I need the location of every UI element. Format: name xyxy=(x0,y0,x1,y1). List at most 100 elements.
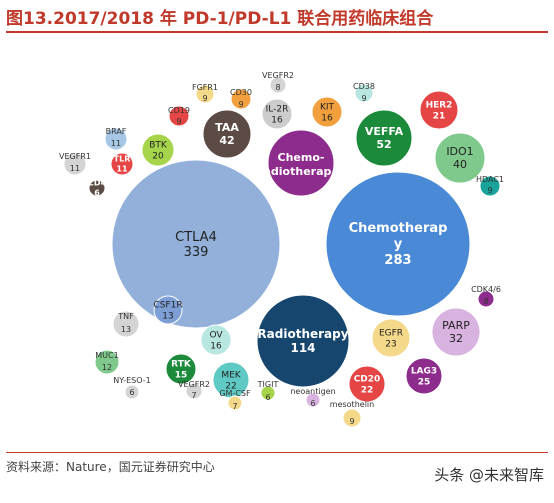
bubble-ov-16 xyxy=(200,324,232,356)
bubble-value-ido1-6: 40 xyxy=(453,158,467,171)
bubble-value-muc1-20: 12 xyxy=(102,363,112,372)
bubble-cd4-34 xyxy=(88,179,106,197)
bubble-label-mek-10: MEK xyxy=(221,371,241,381)
bubble-il-2r-15 xyxy=(261,98,293,130)
header-divider xyxy=(6,31,548,33)
bubble-value-her2-12: 21 xyxy=(433,112,446,122)
bubble-value-mesothelin-29: 9 xyxy=(349,417,354,426)
bubble-label-egfr-9: EGFR xyxy=(379,329,403,339)
bubble-parp-7 xyxy=(431,307,481,357)
bubble-taa-5 xyxy=(202,109,252,159)
bubble-hdac1-28 xyxy=(479,175,501,197)
bubble-value-cd4-34: 6 xyxy=(94,189,100,198)
bubble-chemotherapy-1 xyxy=(325,171,471,317)
bubble-value-veffa-4: 52 xyxy=(376,138,391,151)
bubble-label-cd4-34: CD4 xyxy=(88,179,107,188)
bubble-ido1-6 xyxy=(434,132,486,184)
bubble-label-il-2r-15: IL-2R xyxy=(266,105,289,115)
bubble-label-chemotherapy-1-wrap: y xyxy=(394,237,403,252)
bubble-value-tnf-19: 13 xyxy=(121,325,131,334)
bubble-value-taa-5: 42 xyxy=(219,134,234,147)
bubble-label-cd20-11: CD20 xyxy=(354,375,381,385)
bubble-label-tigit-36: TIGIT xyxy=(257,380,279,389)
bubble-value-tlr-22: 11 xyxy=(116,165,128,174)
bubble-label-taa-5: TAA xyxy=(215,121,239,134)
bubble-cd20-11 xyxy=(348,365,386,403)
bubble-cd38-27 xyxy=(354,83,374,103)
bubble-tlr-22 xyxy=(110,152,134,176)
bubble-label-ov-16: OV xyxy=(209,331,223,341)
bubble-label-gm-csf-33: GM-CSF xyxy=(219,389,251,398)
bubble-value-rtk-17: 15 xyxy=(175,371,188,381)
bubble-value-vegfr2-31: 8 xyxy=(275,83,280,92)
bubble-label-radiotherapy-2: Radiotherapy xyxy=(257,327,348,341)
bubble-label-veffa-4: VEFFA xyxy=(365,125,404,138)
bubble-value-parp-7: 32 xyxy=(449,332,463,345)
bubble-value-ov-16: 16 xyxy=(210,342,222,352)
bubble-label-neoantigen-37: neoantigen xyxy=(290,387,335,396)
bubble-tigit-36 xyxy=(260,385,276,401)
bubble-label-ctla4-0: CTLA4 xyxy=(175,230,217,245)
bubble-label-mesothelin-29: mesothelin xyxy=(330,400,374,409)
bubble-value-cdk4-6-30: 8 xyxy=(483,297,488,306)
bubble-label-chemo-radiotherap-3: Chemo- xyxy=(278,151,325,164)
bubble-ny-eso-1-35 xyxy=(124,384,140,400)
bubble-fgfr1-25 xyxy=(195,84,215,104)
bubble-neoantigen-37 xyxy=(305,392,321,408)
bubble-label-vegfr1-23: VEGFR1 xyxy=(59,152,91,161)
bubble-label-kit-14: KIT xyxy=(320,103,335,113)
footer-divider xyxy=(6,452,548,453)
bubble-label-vegfr2-32: VEGFR2 xyxy=(178,380,210,389)
bubble-veffa-4 xyxy=(355,109,413,167)
bubble-label-tnf-19: TNF xyxy=(117,312,134,321)
bubble-cd19-24 xyxy=(168,105,190,127)
bubble-label-ny-eso-1-35: NY-ESO-1 xyxy=(113,376,150,385)
source-note: 资料来源：Nature，国元证券研究中心 xyxy=(6,460,215,474)
bubble-radiotherapy-2 xyxy=(256,294,350,388)
bubble-egfr-9 xyxy=(371,318,411,358)
bubble-label-tlr-22: TLR xyxy=(114,155,131,164)
bubble-value-cd38-27: 9 xyxy=(361,94,366,103)
bubble-chemo-radiotherap-3 xyxy=(267,129,335,197)
bubble-value-gm-csf-33: 7 xyxy=(232,402,237,411)
bubble-label-cdk4-6-30: CDK4/6 xyxy=(471,285,501,294)
bubble-braf-21 xyxy=(104,127,128,151)
bubble-label-cd38-27: CD38 xyxy=(353,82,375,91)
bubble-btk-13 xyxy=(141,133,175,167)
bubble-label-parp-7: PARP xyxy=(442,319,470,332)
bubble-label-btk-13: BTK xyxy=(149,141,168,151)
bubble-value-neoantigen-37: 6 xyxy=(310,399,315,408)
bubble-value-cd20-11: 22 xyxy=(361,386,374,396)
bubble-label-hdac1-28: HDAC1 xyxy=(476,175,504,184)
bubble-vegfr1-23 xyxy=(63,152,87,176)
bubble-value-lag3-8: 25 xyxy=(418,378,431,388)
bubble-muc1-20 xyxy=(94,349,120,375)
bubble-value-kit-14: 16 xyxy=(321,114,333,124)
bubble-her2-12 xyxy=(419,90,459,130)
figure-title: 图13.2017/2018 年 PD-1/PD-L1 联合用药临床组合 xyxy=(6,9,434,29)
bubble-gm-csf-33 xyxy=(227,395,243,411)
bubble-value-btk-13: 20 xyxy=(152,152,164,162)
bubble-value-vegfr2-32: 7 xyxy=(191,391,196,400)
bubble-label-fgfr1-25: FGFR1 xyxy=(192,83,218,92)
bubble-label-vegfr2-31: VEGFR2 xyxy=(262,71,294,80)
bubble-csf1r-18 xyxy=(153,295,183,325)
bubble-value-vegfr1-23: 11 xyxy=(70,164,80,173)
bubble-value-ctla4-0: 339 xyxy=(184,245,209,260)
bubble-label-cd30-26: CD30 xyxy=(230,88,252,97)
bubble-vegfr2-32 xyxy=(185,382,203,400)
bubble-value-mek-10: 22 xyxy=(225,382,236,392)
bubble-value-cd30-26: 9 xyxy=(238,100,243,109)
bubble-label-muc1-20: MUC1 xyxy=(95,351,118,360)
bubble-vegfr2-31 xyxy=(269,76,287,94)
bubble-label-chemo-radiotherap-3-wrap: radiotherap... xyxy=(258,165,344,178)
bubble-cd30-26 xyxy=(230,88,252,110)
bubble-value-ny-eso-1-35: 6 xyxy=(129,388,134,397)
bubble-value-hdac1-28: 9 xyxy=(487,186,492,195)
bubble-value-chemotherapy-1: 283 xyxy=(384,253,411,268)
figure-header: 图13.2017/2018 年 PD-1/PD-L1 联合用药临床组合 xyxy=(0,0,554,34)
bubble-value-braf-21: 11 xyxy=(111,139,121,148)
bubble-value-csf1r-18: 13 xyxy=(162,312,173,322)
bubble-label-braf-21: BRAF xyxy=(106,127,127,136)
